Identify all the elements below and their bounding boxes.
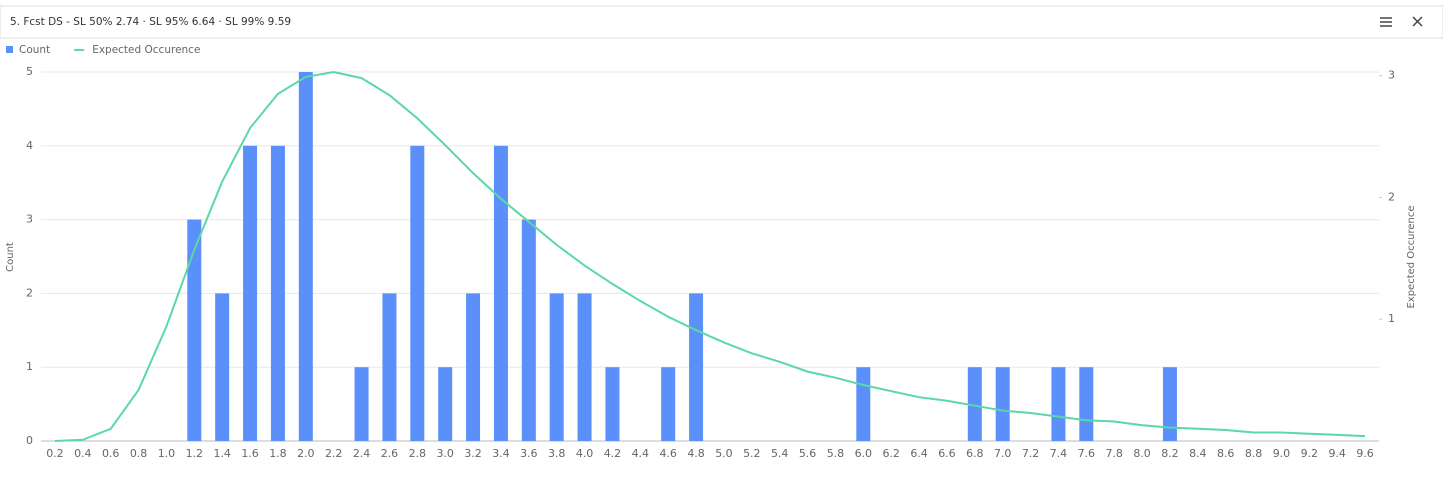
x-tick-label: 9.4 (1328, 447, 1346, 460)
x-tick-label: 1.2 (186, 447, 204, 460)
x-tick-label: 7.4 (1050, 447, 1068, 460)
x-tick-label: 8.2 (1161, 447, 1179, 460)
bar (995, 367, 1010, 441)
x-tick-label: 3.6 (520, 447, 538, 460)
x-tick-label: 8.0 (1133, 447, 1151, 460)
bar (1051, 367, 1066, 441)
x-tick-label: 6.4 (910, 447, 928, 460)
x-tick-label: 4.8 (687, 447, 705, 460)
x-tick-label: 4.6 (659, 447, 677, 460)
legend-label: Count (19, 44, 50, 56)
x-tick-label: 8.4 (1189, 447, 1207, 460)
x-tick-label: 9.2 (1301, 447, 1319, 460)
bar (354, 367, 369, 441)
x-tick-label: 7.2 (1022, 447, 1040, 460)
chart-title: 5. Fcst DS - SL 50% 2.74 · SL 95% 6.64 ·… (10, 16, 291, 28)
bar (270, 145, 285, 442)
y2-tick-label: 2 (1388, 190, 1395, 203)
bar (410, 145, 425, 442)
bar (187, 219, 202, 441)
y2-axis-title: Expected Occurence (1406, 205, 1417, 308)
x-tick-label: 4.2 (604, 447, 622, 460)
x-tick-label: 0.6 (102, 447, 120, 460)
x-tick-label: 2.8 (409, 447, 427, 460)
bar (577, 293, 592, 441)
bar (689, 293, 704, 441)
x-tick-label: 2.4 (353, 447, 371, 460)
x-tick-label: 6.8 (966, 447, 984, 460)
x-tick-label: 8.6 (1217, 447, 1235, 460)
x-tick-label: 8.8 (1245, 447, 1263, 460)
x-tick-label: 0.8 (130, 447, 148, 460)
bar (243, 145, 258, 442)
bar (661, 367, 676, 441)
x-tick-label: 4.0 (576, 447, 594, 460)
x-tick-label: 4.4 (632, 447, 650, 460)
y-tick-label: 1 (26, 360, 33, 373)
x-tick-label: 2.0 (297, 447, 315, 460)
menu-icon[interactable] (1380, 17, 1392, 27)
x-tick-label: 5.2 (743, 447, 761, 460)
bar (215, 293, 230, 441)
bar (521, 219, 536, 441)
y-tick-label: 4 (26, 139, 33, 152)
y2-tick-label: 3 (1388, 69, 1395, 82)
x-tick-label: 3.0 (436, 447, 454, 460)
y2-tick-label: 1 (1388, 312, 1395, 325)
x-tick-label: 1.4 (213, 447, 231, 460)
x-tick-label: 6.0 (855, 447, 873, 460)
x-tick-label: 9.0 (1273, 447, 1291, 460)
bar (493, 145, 508, 442)
y-axis-title: Count (5, 242, 16, 272)
bar (856, 367, 871, 441)
x-tick-label: 6.6 (938, 447, 956, 460)
bar (1162, 367, 1177, 441)
x-tick-label: 3.8 (548, 447, 566, 460)
x-tick-label: 5.0 (715, 447, 733, 460)
x-tick-label: 6.2 (882, 447, 900, 460)
bar (605, 367, 620, 441)
bar (438, 367, 453, 441)
bar (382, 293, 397, 441)
x-tick-label: 7.8 (1105, 447, 1123, 460)
x-tick-label: 5.6 (799, 447, 817, 460)
x-tick-label: 9.6 (1356, 447, 1374, 460)
line (54, 70, 1366, 442)
bar (549, 293, 564, 441)
x-tick-label: 1.6 (241, 447, 259, 460)
x-tick-label: 2.6 (381, 447, 399, 460)
legend-swatch (6, 46, 13, 53)
y-tick-label: 2 (26, 286, 33, 299)
header-bar (0, 5, 1443, 39)
x-tick-label: 5.8 (827, 447, 845, 460)
x-tick-label: 3.2 (464, 447, 482, 460)
legend-label: Expected Occurence (92, 44, 200, 56)
x-tick-label: 7.0 (994, 447, 1012, 460)
bar (466, 293, 481, 441)
x-tick-label: 1.0 (158, 447, 176, 460)
x-tick-label: 0.2 (46, 447, 64, 460)
x-tick-label: 2.2 (325, 447, 343, 460)
bar (1079, 367, 1094, 441)
x-tick-label: 0.4 (74, 447, 92, 460)
bar (298, 72, 313, 441)
bar (967, 367, 982, 441)
close-icon[interactable] (1412, 16, 1423, 27)
x-tick-label: 5.4 (771, 447, 789, 460)
x-tick-label: 1.8 (269, 447, 287, 460)
y-tick-label: 3 (26, 213, 33, 226)
x-tick-label: 3.4 (492, 447, 510, 460)
y-tick-label: 5 (26, 65, 33, 78)
x-tick-label: 7.6 (1078, 447, 1096, 460)
y-tick-label: 0 (26, 434, 33, 447)
